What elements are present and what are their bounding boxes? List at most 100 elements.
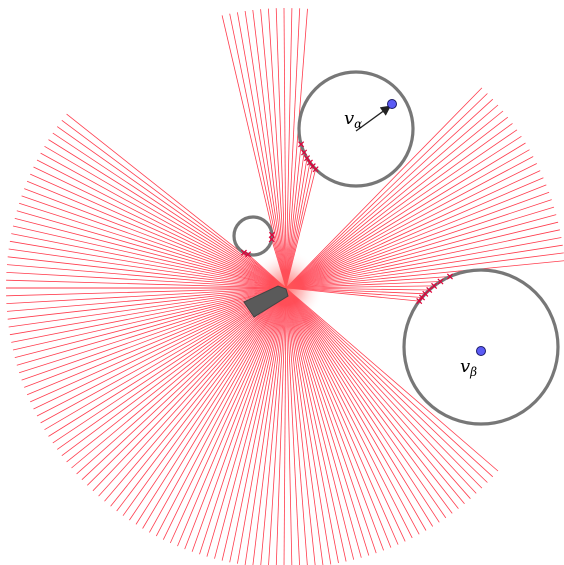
- lidar-ray: [36, 287, 287, 417]
- lidar-ray: [33, 166, 287, 289]
- lidar-ray: [7, 256, 287, 289]
- lidar-ray: [285, 287, 453, 514]
- lidar-ray: [285, 177, 544, 289]
- lidar-ray: [252, 9, 287, 289]
- lidar-ray: [285, 287, 447, 519]
- lidar-ray: [285, 104, 499, 289]
- lidar-ray: [142, 287, 287, 529]
- lidar-ray: [6, 287, 287, 312]
- lidar-ray: [285, 287, 399, 545]
- lidar-ray: [92, 287, 287, 492]
- lidar-ray: [6, 272, 287, 289]
- lidar-ray: [285, 116, 509, 289]
- lidar-ray: [7, 287, 287, 320]
- lidar-ray: [33, 287, 287, 410]
- lidar-ray: [6, 287, 287, 304]
- lidar-ray: [24, 287, 287, 388]
- lidar-ray: [36, 159, 287, 289]
- lidar-ray: [110, 287, 287, 507]
- hit-marker: [437, 278, 444, 285]
- hit-marker: [268, 236, 275, 243]
- lidar-ray: [9, 240, 287, 289]
- velocity-arrow-alpha: [355, 105, 392, 132]
- lidar-ray: [285, 199, 552, 289]
- lidar-ray: [81, 287, 287, 480]
- lidar-ray: [285, 287, 459, 509]
- lidar-ray: [260, 9, 287, 289]
- lidar-ray: [221, 15, 287, 289]
- lidar-ray: [285, 287, 324, 565]
- lidar-ray: [285, 287, 499, 472]
- lidar-ray: [285, 221, 559, 289]
- lidar-ray: [285, 287, 483, 489]
- lidar-ray: [285, 287, 370, 556]
- lidar-ray: [283, 287, 287, 565]
- lidar-ray: [21, 287, 287, 381]
- lidar-ray: [285, 287, 427, 531]
- lidar-ray: [285, 287, 339, 564]
- lidar-ray: [285, 184, 547, 289]
- lidar-ray: [285, 287, 471, 499]
- lidar-ray: [260, 287, 287, 565]
- lidar-ray: [285, 214, 557, 289]
- lidar-ray: [6, 287, 287, 297]
- lidar-ray: [275, 287, 287, 565]
- lidar-ray: [21, 195, 287, 289]
- lidar-ray: [26, 287, 287, 396]
- lidar-ray: [285, 123, 513, 289]
- lidar-ray: [285, 93, 488, 289]
- label-v-alpha: vα: [344, 108, 362, 131]
- lidar-ray: [285, 206, 555, 289]
- ray-hit-markers: [240, 141, 453, 305]
- obstacle-small: [232, 215, 274, 257]
- hit-marker: [301, 149, 308, 156]
- lidar-ray: [285, 191, 550, 289]
- lidar-ray: [285, 287, 293, 565]
- lidar-ray: [11, 287, 287, 343]
- lidar-ray: [285, 229, 560, 289]
- lidar-ray: [275, 8, 287, 289]
- sensor-glow: [248, 250, 324, 326]
- lidar-ray: [12, 287, 287, 351]
- lidar-ray: [244, 10, 287, 289]
- lidar-ray: [8, 248, 287, 289]
- lidar-ray: [285, 87, 483, 289]
- robot-vehicle: [243, 285, 289, 318]
- label-v-beta: vβ: [460, 356, 477, 379]
- lidar-ray: [285, 110, 504, 289]
- lidar-ray: [285, 287, 384, 551]
- lidar-ray: [285, 287, 420, 535]
- hit-marker: [298, 141, 305, 148]
- lidar-ray: [129, 287, 287, 521]
- lidar-ray: [285, 287, 308, 565]
- lidar-ray: [285, 260, 564, 289]
- lidar-ray: [16, 210, 287, 289]
- lidar-ray: [116, 287, 287, 512]
- lidar-ray: [285, 287, 377, 554]
- lidar-ray: [104, 287, 287, 502]
- obstacle-beta: [402, 268, 560, 426]
- lidar-ray: [285, 8, 308, 289]
- lidar-ray: [244, 287, 287, 565]
- lidar-ray: [56, 287, 287, 450]
- lidar-ray: [87, 287, 287, 486]
- lidar-ray: [285, 156, 534, 289]
- lidar-ray: [229, 13, 287, 289]
- lidar-ray: [14, 218, 287, 289]
- lidar-ray: [30, 287, 287, 403]
- lidar-ray: [285, 287, 413, 539]
- lidar-ray: [56, 126, 287, 289]
- lidar-ray: [268, 8, 287, 289]
- lidar-ray: [199, 287, 287, 555]
- lidar-ray: [18, 287, 287, 374]
- lidar-ray: [76, 287, 287, 475]
- lidar-ray: [285, 287, 362, 558]
- lidar-ray: [52, 287, 287, 444]
- lidar-ray: [40, 287, 287, 424]
- lidar-ray: [48, 139, 287, 289]
- lidar-ray: [61, 287, 287, 457]
- lidar-ray: [285, 287, 332, 565]
- obstacle-alpha: [297, 70, 415, 188]
- lidar-ray: [285, 149, 530, 289]
